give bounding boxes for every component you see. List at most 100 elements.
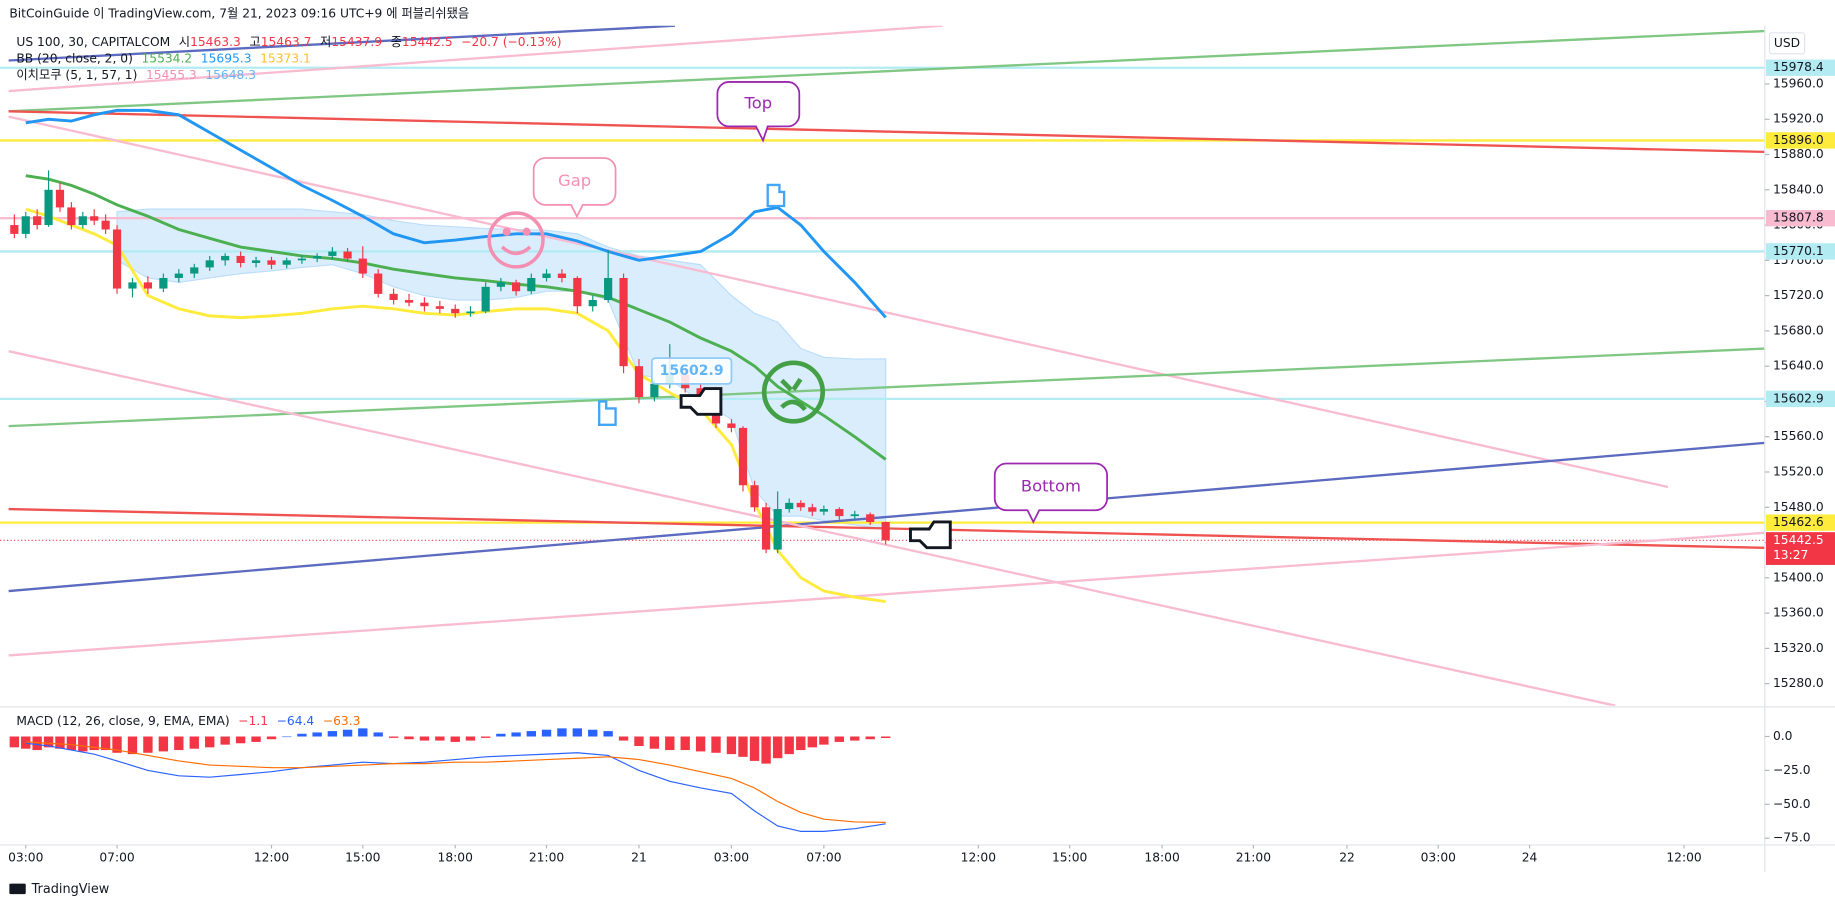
price-tag	[1765, 532, 1835, 565]
open-label: 시	[179, 35, 190, 49]
macd-histogram-bar	[465, 736, 476, 741]
macd-histogram-bar	[373, 732, 383, 737]
macd-histogram-bar	[711, 736, 721, 753]
y-tick-label: 15840.0	[1773, 182, 1824, 196]
candle-body	[604, 277, 613, 301]
y-tick-label: 15320.0	[1773, 641, 1824, 655]
footer-logo	[9, 883, 26, 895]
high-label: 고	[249, 35, 260, 49]
bb-basis	[25, 174, 887, 461]
low-value: 15437.9	[331, 35, 382, 49]
trend-line	[8, 25, 943, 93]
candle-body	[358, 258, 367, 274]
macd-histogram-bar	[282, 736, 292, 738]
y-tick-label: 15400.0	[1773, 570, 1824, 584]
candle-body	[619, 277, 628, 367]
currency-box[interactable]	[1768, 32, 1806, 55]
macd-histogram-bar	[634, 736, 644, 746]
trend-line	[8, 347, 1765, 428]
candle-body	[404, 300, 414, 303]
trend-line	[8, 29, 1765, 113]
trend-line	[8, 110, 1765, 154]
candle-body	[761, 507, 771, 550]
macd-histogram-bar	[342, 729, 353, 737]
macd-histogram-bar	[100, 736, 111, 751]
published-note: BitCoinGuide 이 TradingView.com, 7월 21, 2…	[9, 7, 469, 21]
sad-icon	[761, 360, 826, 424]
price-tag-label: 15807.8	[1773, 211, 1824, 225]
x-tick-label: 07:00	[99, 850, 134, 864]
x-tick-label: 15:00	[345, 850, 380, 864]
callout-gap: Gap	[532, 157, 617, 219]
macd-histogram-bar	[695, 736, 706, 752]
macd-histogram-bar	[680, 736, 690, 751]
macd-histogram-bar	[297, 733, 307, 737]
macd-histogram-bar	[312, 732, 322, 737]
macd-histogram-bar	[526, 731, 536, 737]
macd-histogram-bar	[388, 736, 399, 738]
macd-histogram-bar	[726, 736, 737, 755]
trend-line	[8, 115, 1669, 489]
x-tick-label: 03:00	[714, 850, 749, 864]
y-tick-label: 15920.0	[1773, 112, 1824, 126]
macd-histogram-bar	[235, 736, 246, 744]
candle-body	[143, 282, 153, 289]
ichimoku-label: 이치모쿠 (5, 1, 57, 1)	[16, 67, 137, 81]
candle-body	[90, 216, 99, 221]
candle-body	[374, 273, 383, 294]
price-note: 15602.9	[650, 357, 733, 385]
price-note-text: 15602.9	[660, 363, 724, 379]
x-tick-label: 21:00	[529, 850, 564, 864]
candle-body	[33, 216, 42, 226]
macd-histogram-bar	[749, 736, 760, 761]
callout-text: Gap	[558, 171, 591, 190]
price-tag	[1765, 390, 1835, 408]
hand-icons	[679, 387, 952, 550]
macd-histogram-bar	[450, 736, 460, 742]
candle-body	[588, 300, 597, 307]
candle-body	[128, 282, 137, 289]
price-tag	[1765, 209, 1835, 227]
candle-body	[511, 282, 521, 292]
bb-basis: 15534.2	[141, 51, 192, 65]
candle-body	[481, 286, 490, 312]
x-tick-label: 21:00	[1236, 850, 1271, 864]
candle-body	[634, 366, 644, 398]
bb-label: BB (20, close, 2, 0)	[16, 51, 133, 65]
trend-line	[8, 25, 675, 62]
callout-text: Bottom	[1021, 476, 1081, 495]
low-label: 저	[320, 35, 331, 49]
candle-body	[297, 258, 307, 261]
macd-histogram-bar	[189, 736, 199, 749]
y-tick-label: 15280.0	[1773, 676, 1824, 690]
y-tick-label: 15520.0	[1773, 464, 1824, 478]
candle-body	[727, 423, 736, 428]
candle-body	[542, 273, 551, 278]
macd-y-tick-label: 0.0	[1773, 729, 1793, 743]
candle-body	[466, 311, 475, 314]
bb-lower: 15373.1	[260, 51, 311, 65]
macd-histogram-bar	[480, 736, 491, 738]
currency[interactable]: USD	[1774, 36, 1800, 50]
macd-histogram-bar	[112, 736, 122, 753]
macd-histogram-bar	[9, 736, 20, 748]
macd-histogram-bar	[55, 736, 65, 749]
x-tick-label: 12:00	[254, 850, 289, 864]
y-tick-label: 15560.0	[1773, 429, 1824, 443]
candle-body	[44, 189, 53, 226]
candle-body	[313, 255, 322, 259]
candle-body	[785, 502, 794, 510]
macd-y-tick-label: −50.0	[1773, 797, 1811, 811]
price-tag	[1765, 59, 1835, 76]
y-tick-label: 15480.0	[1773, 500, 1824, 514]
candle-body	[451, 308, 460, 314]
signal-value: −63.3	[323, 713, 361, 727]
macd-histogram-bar	[819, 736, 829, 745]
macd-histogram-bar	[541, 729, 552, 737]
macd-histogram-bar	[66, 736, 77, 751]
ichimoku-value: 15455.3	[146, 67, 197, 81]
macd-hist-value: −1.1	[238, 713, 268, 727]
macd-histogram-bar	[404, 736, 414, 740]
x-tick-label: 22	[1339, 850, 1355, 864]
